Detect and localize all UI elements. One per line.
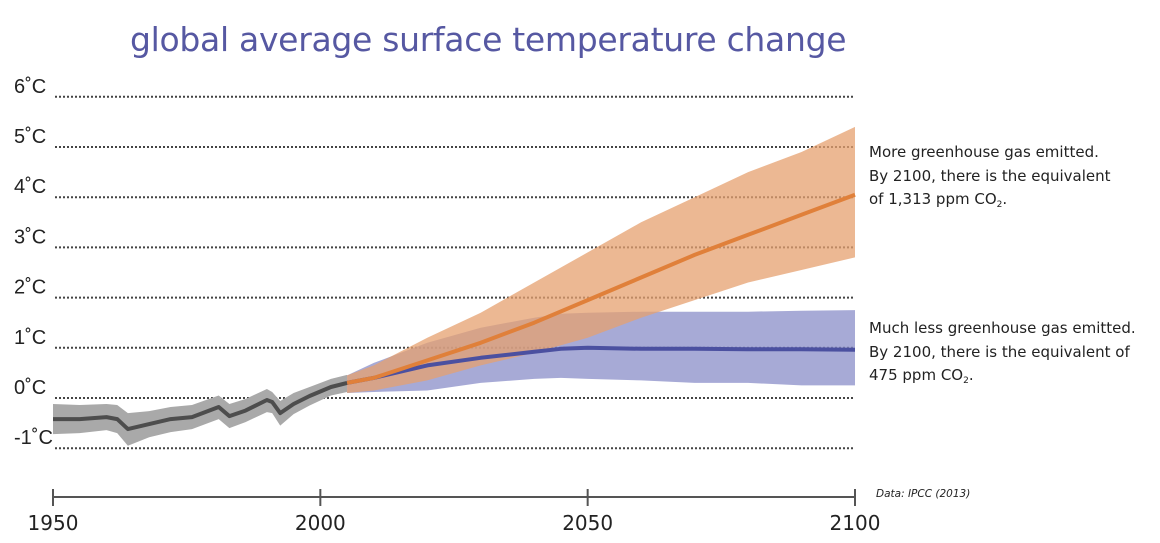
series-lines: [53, 192, 856, 432]
y-tick-label: 5˚C: [14, 126, 46, 148]
annotation-high-emissions: More greenhouse gas emitted. By 2100, th…: [869, 141, 1111, 218]
x-tick-label: 2000: [295, 511, 346, 535]
x-tick-label: 1950: [28, 511, 79, 535]
annotation-suffix: .: [968, 366, 974, 384]
uncertainty-bands: [53, 126, 855, 446]
annotation-text: 475 ppm CO: [869, 366, 964, 384]
data-source: Data: IPCC (2013): [876, 488, 971, 500]
x-axis: 1950 2000 2050 2100: [28, 489, 881, 535]
y-tick-label: 2˚C: [14, 277, 46, 299]
y-tick-label: -1˚C: [14, 427, 53, 449]
high-emissions-line: [346, 192, 856, 385]
historical-band: [53, 374, 348, 446]
subscript: 2: [963, 376, 969, 386]
annotation-line: More greenhouse gas emitted.: [869, 143, 1099, 161]
y-tick-label: 4˚C: [14, 176, 46, 198]
y-axis-labels: 6˚C 5˚C 4˚C 3˚C 2˚C 1˚C 0˚C -1˚C: [14, 76, 53, 449]
y-tick-label: 3˚C: [14, 226, 46, 248]
low-emissions-line: [346, 345, 856, 385]
y-tick-label: 1˚C: [14, 327, 46, 349]
annotation-line: By 2100, there is the equivalent: [869, 166, 1111, 185]
annotation-line: of 1,313 ppm CO2.: [869, 188, 1111, 218]
annotation-line: By 2100, there is the equivalent of: [869, 342, 1130, 361]
high-emissions-band: [347, 126, 855, 394]
annotation-line: Much less greenhouse gas emitted.: [869, 319, 1136, 337]
x-tick-label: 2050: [562, 511, 613, 535]
gridlines: [55, 95, 855, 450]
annotation-suffix: .: [1002, 190, 1008, 208]
annotation-low-emissions: Much less greenhouse gas emitted. By 210…: [869, 317, 1136, 394]
chart-title: global average surface temperature chang…: [130, 20, 847, 59]
y-tick-label: 6˚C: [14, 76, 46, 98]
subscript: 2: [996, 200, 1003, 210]
x-tick-label: 2100: [830, 511, 881, 535]
y-tick-label: 0˚C: [14, 377, 46, 399]
annotation-line: 475 ppm CO2.: [869, 364, 1136, 394]
historical-line: [53, 380, 348, 432]
annotation-text: of 1,313 ppm CO: [869, 190, 997, 208]
